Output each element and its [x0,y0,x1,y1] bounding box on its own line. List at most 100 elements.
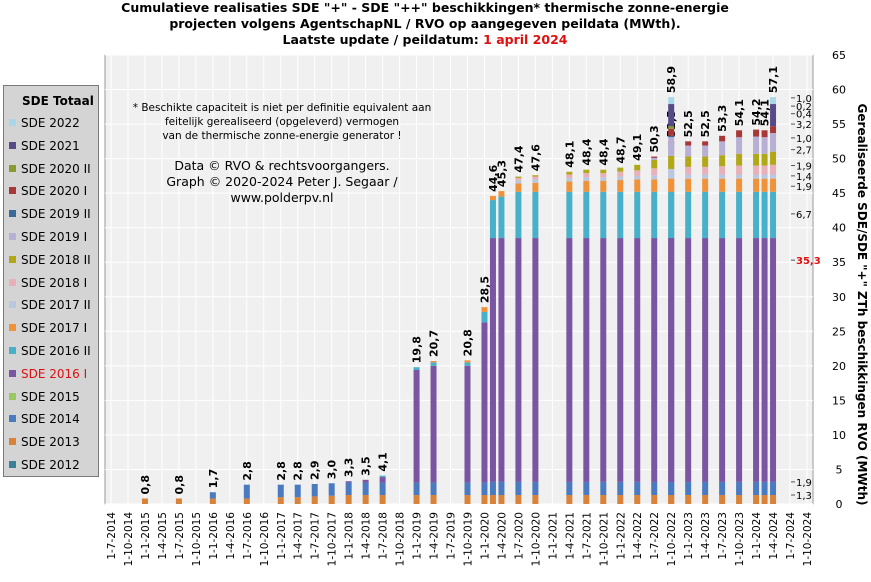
bar-segment [736,238,743,482]
legend-item: SDE 2018 II [9,252,91,268]
y-tick-label: 45 [832,187,846,200]
bar-segment [668,168,675,179]
bar-segment [617,171,624,177]
x-tick-label: 1-4-2020 [496,512,508,560]
bar-total-label: 49,1 [631,134,644,161]
legend-swatch [9,392,16,400]
bar-segment [702,191,709,239]
bar-segment [702,178,709,192]
bar-segment [311,483,318,497]
legend-item: SDE 2016 I [9,366,87,382]
bar-total-label: 54,1 [759,99,772,126]
x-tick-label: 1-1-2017 [276,512,288,560]
bar-segment [702,174,709,179]
bar-segment [668,178,675,192]
bar-segment [294,497,301,504]
x-tick-label: 1-1-2016 [208,512,220,560]
bar-segment [566,174,573,178]
legend-label: SDE 2018 I [21,275,88,290]
segment-annotation: 0,2 [796,102,812,113]
legend-swatch [9,164,16,172]
bar-segment [566,191,573,239]
x-tick-label: 1-7-2015 [174,512,186,560]
bar-segment [617,495,624,504]
bar-segment [600,495,607,504]
bar-segment [600,238,607,482]
bar-segment [770,97,777,105]
title-line-3: Laatste update / peildatum: 1 april 2024 [95,32,755,48]
bar-segment [761,153,768,166]
bar-total-label: 48,7 [614,136,627,163]
bar-segment [753,165,760,175]
legend-label: SDE 2017 I [21,321,88,336]
bar-segment [719,155,726,167]
bar-segment [719,481,726,496]
legend-item: SDE 2017 I [9,320,87,336]
legend-item: SDE 2021 [9,138,80,154]
bar-segment [489,200,496,239]
bar-segment [685,178,692,192]
bar-segment [489,495,496,504]
bar-segment [379,495,386,504]
bar-segment [702,238,709,482]
x-tick-label: 1-4-2018 [361,512,373,560]
bar-segment [634,179,641,192]
x-tick-label: 1-1-2022 [615,512,627,560]
bar-segment [770,178,777,192]
bar-segment [430,361,437,363]
bar-segment [362,495,369,504]
bar-total-label: 53,3 [716,105,729,132]
x-tick-label: 1-1-2015 [140,512,152,560]
bar-total-label: 0,8 [173,475,186,495]
bar-total-label: 48,4 [597,138,610,165]
y-tick-label: 20 [832,360,846,373]
bar-segment [430,362,437,366]
bar-segment [668,97,675,105]
bar-segment [668,137,675,156]
y-tick-label: 10 [832,429,846,442]
bar-segment [532,175,539,177]
bar-segment [761,165,768,175]
bar-segment [685,191,692,239]
bar-segment [753,191,760,239]
bar-total-label: 47,4 [512,145,525,172]
bar-segment [753,481,760,496]
bar-segment [651,495,658,504]
x-tick-label: 1-10-2017 [327,512,339,566]
bar-segment [634,170,641,176]
legend-swatch [9,415,16,423]
bar-segment [770,238,777,482]
bar-total-label: 2,8 [241,461,254,481]
bar-segment [719,166,726,175]
y-tick-label: 25 [832,325,846,338]
bar-total-label: 54,2 [750,98,763,125]
legend-swatch [9,369,16,377]
x-tick-label: 1-4-2022 [632,512,644,560]
legend-item: SDE 2013 [9,434,80,450]
legend-label: SDE 2019 I [21,230,88,244]
bar-segment [668,191,675,239]
bar-segment [702,481,709,496]
legend-title: SDE Totaal [22,94,94,108]
legend-swatch [9,461,16,468]
bar-segment [413,482,420,496]
bar-segment [532,179,539,183]
bar-segment [761,495,768,504]
segment-annotation: 2,7 [796,146,812,157]
y-tick-label: 60 [832,84,846,97]
bar-segment [719,191,726,239]
bar-total-label: 48,4 [580,138,593,165]
x-tick-label: 1-10-2022 [666,512,678,566]
bar-segment [481,495,488,504]
x-tick-label: 1-7-2020 [513,512,525,560]
legend-swatch [9,255,16,263]
peildatum-highlight: 1 april 2024 [483,32,568,47]
bar-segment [566,495,573,504]
bar-segment [761,130,768,138]
legend-swatch [9,278,16,286]
bar-total-label: 52,5 [699,110,712,137]
bar-segment [311,496,318,504]
bar-segment [634,191,641,239]
bar-segment [685,141,692,146]
x-tick-label: 1-1-2020 [479,512,491,560]
